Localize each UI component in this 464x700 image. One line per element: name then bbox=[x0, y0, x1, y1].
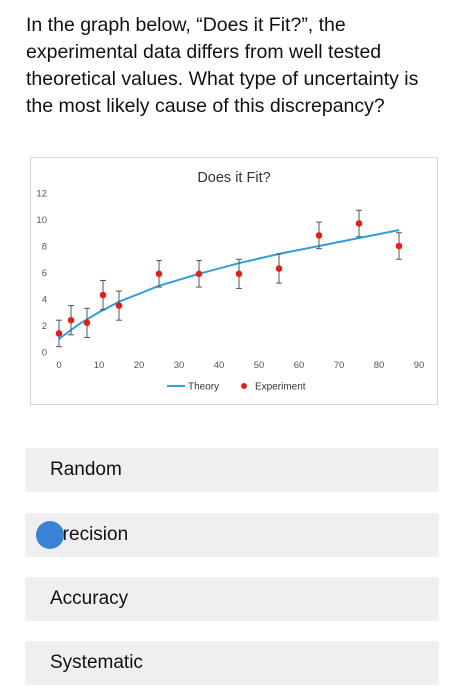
x-tick-label: 20 bbox=[134, 360, 145, 371]
y-tick-label: 8 bbox=[42, 242, 47, 253]
y-tick-label: 2 bbox=[42, 321, 47, 332]
legend-experiment-label: Experiment bbox=[255, 382, 306, 393]
selected-radio-dot bbox=[36, 521, 64, 549]
chart-card: Does it Fit? 0 2 4 6 8 10 12 0 10 20 30 40 50 60 70 80 90… bbox=[30, 157, 438, 405]
experiment-point bbox=[235, 270, 243, 278]
option-accuracy[interactable]: Accuracy bbox=[25, 577, 439, 621]
y-tick-label: 0 bbox=[42, 348, 47, 359]
experiment-point bbox=[315, 232, 323, 239]
chart-title: Does it Fit? bbox=[197, 170, 270, 186]
option-random[interactable]: Random bbox=[25, 448, 439, 492]
legend-theory-label: Theory bbox=[188, 382, 219, 393]
x-tick-label: 30 bbox=[174, 360, 185, 371]
x-tick-label: 70 bbox=[334, 360, 345, 371]
y-tick-label: 4 bbox=[42, 295, 47, 306]
x-tick-label: 80 bbox=[374, 360, 385, 371]
option-systematic[interactable]: Systematic bbox=[25, 641, 439, 685]
y-tick-label: 6 bbox=[42, 268, 47, 279]
option-label: Accuracy bbox=[50, 588, 129, 609]
y-tick-label: 12 bbox=[36, 189, 47, 200]
does-it-fit-chart: Does it Fit? 0 2 4 6 8 10 12 0 10 20 30 40 50 60 70 80 90… bbox=[36, 170, 425, 393]
x-tick-label: 60 bbox=[294, 360, 305, 371]
legend-experiment-swatch bbox=[241, 383, 247, 389]
experiment-point bbox=[55, 330, 63, 337]
option-label: Systematic bbox=[50, 652, 143, 673]
experiment-point bbox=[115, 302, 123, 309]
x-tick-label: 40 bbox=[214, 360, 225, 371]
x-tick-label: 50 bbox=[254, 360, 265, 371]
experiment-point bbox=[155, 270, 163, 278]
experiment-point bbox=[99, 291, 107, 299]
y-tick-label: 10 bbox=[36, 215, 47, 226]
x-tick-label: 90 bbox=[414, 360, 425, 371]
experiment-point bbox=[67, 316, 75, 324]
option-label: Random bbox=[50, 459, 122, 480]
experiment-point bbox=[195, 270, 203, 278]
x-tick-label: 0 bbox=[56, 360, 61, 371]
theory-line bbox=[58, 229, 400, 340]
experiment-point bbox=[275, 265, 283, 272]
experiment-point bbox=[83, 319, 91, 327]
experiment-point bbox=[395, 242, 403, 250]
experiment-point bbox=[355, 220, 363, 227]
option-label: Precision bbox=[50, 524, 129, 545]
option-precision[interactable]: Precision bbox=[25, 513, 439, 557]
x-tick-label: 10 bbox=[94, 360, 105, 371]
question-text: In the graph below, “Does it Fit?”, the … bbox=[26, 14, 419, 117]
